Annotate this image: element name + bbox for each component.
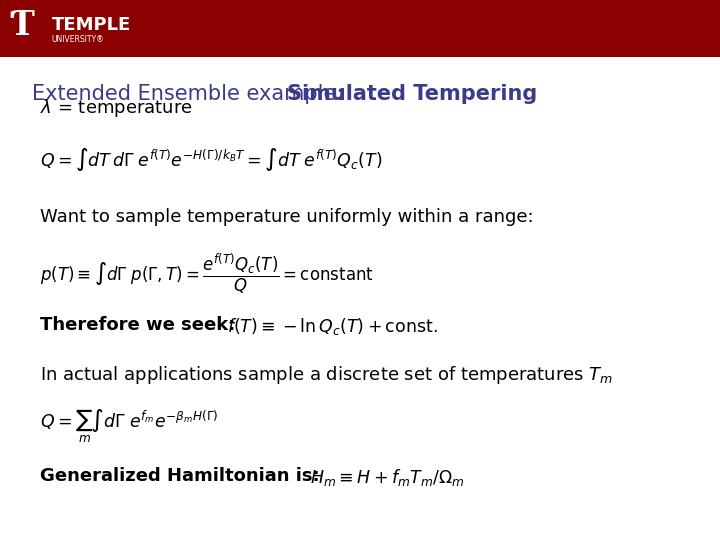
Text: $p(T) \equiv \int d\Gamma\; p(\Gamma, T) = \dfrac{e^{f(T)} Q_c(T)}{Q} = \mathrm{: $p(T) \equiv \int d\Gamma\; p(\Gamma, T)… [40,251,374,295]
Text: $H_m \equiv H + f_m T_m / \Omega_m$: $H_m \equiv H + f_m T_m / \Omega_m$ [310,467,464,488]
Text: In actual applications sample a discrete set of temperatures $T_m$: In actual applications sample a discrete… [40,364,613,387]
Text: Want to sample temperature uniformly within a range:: Want to sample temperature uniformly wit… [40,208,534,226]
FancyBboxPatch shape [0,0,720,57]
Text: UNIVERSITY®: UNIVERSITY® [52,35,104,44]
Text: $Q = \int dT\, d\Gamma\; e^{f(T)} e^{-H(\Gamma)/k_BT} = \int dT\; e^{f(T)} Q_c(T: $Q = \int dT\, d\Gamma\; e^{f(T)} e^{-H(… [40,146,382,173]
Text: Generalized Hamiltonian is:: Generalized Hamiltonian is: [40,467,319,485]
Text: Extended Ensemble example:: Extended Ensemble example: [32,84,351,104]
Text: Ƭ: Ƭ [9,9,35,42]
Text: TEMPLE: TEMPLE [52,16,131,34]
Text: Therefore we seek:: Therefore we seek: [40,316,235,334]
Text: $\lambda$ = temperature: $\lambda$ = temperature [40,97,192,119]
Text: Simulated Tempering: Simulated Tempering [287,84,537,104]
Text: $Q = \sum_m \int d\Gamma\; e^{f_m} e^{-\beta_m H(\Gamma)}$: $Q = \sum_m \int d\Gamma\; e^{f_m} e^{-\… [40,408,218,445]
Text: $f(T) \equiv -\ln Q_c(T) + \mathrm{const.}$: $f(T) \equiv -\ln Q_c(T) + \mathrm{const… [227,316,438,337]
